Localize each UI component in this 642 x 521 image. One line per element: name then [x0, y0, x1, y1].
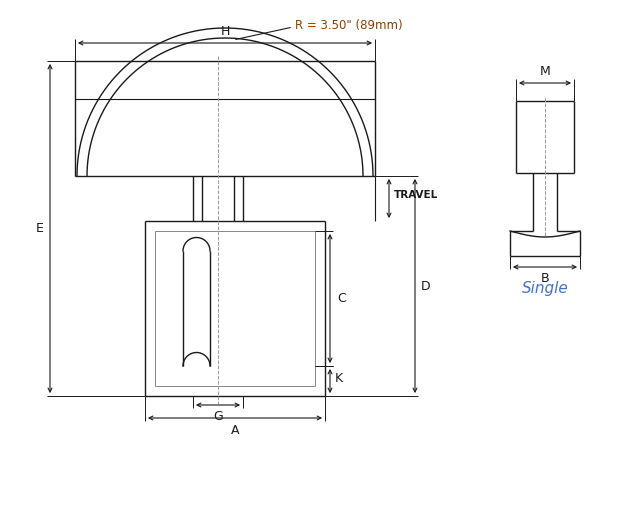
Text: H: H: [220, 25, 230, 38]
Text: B: B: [541, 272, 550, 285]
Text: K: K: [335, 372, 343, 385]
Text: R = 3.50" (89mm): R = 3.50" (89mm): [295, 19, 403, 31]
Text: G: G: [213, 410, 223, 423]
Text: C: C: [337, 292, 346, 305]
Text: TRAVEL: TRAVEL: [394, 190, 438, 200]
Text: A: A: [230, 424, 239, 437]
Text: D: D: [421, 279, 431, 292]
Text: M: M: [540, 65, 550, 78]
Text: E: E: [36, 222, 44, 235]
Text: Single: Single: [521, 280, 568, 295]
